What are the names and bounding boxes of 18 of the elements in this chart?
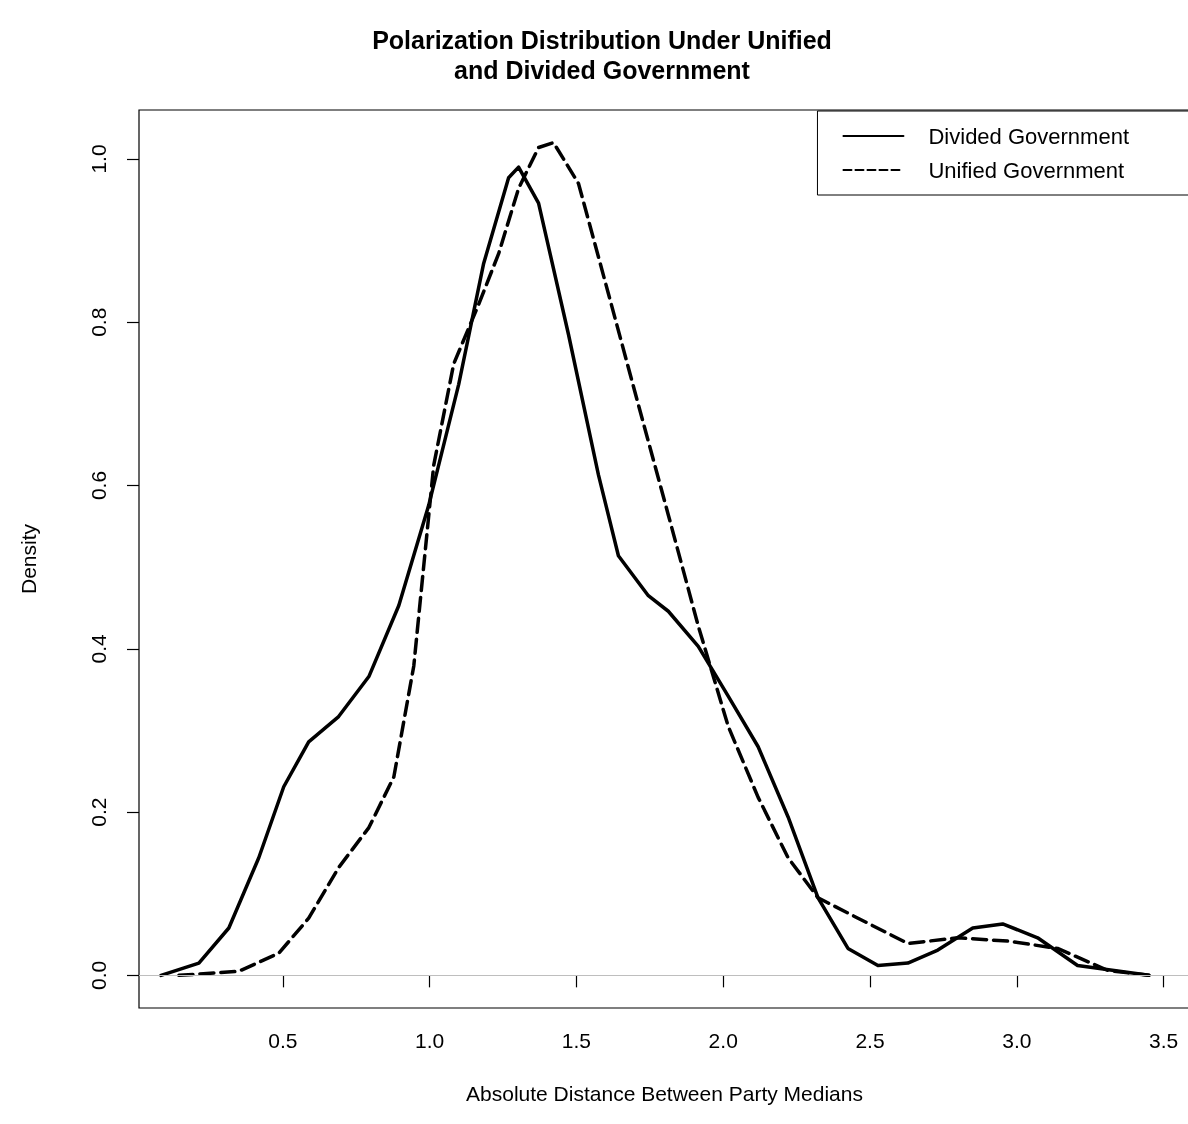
y-tick-label: 0.0	[87, 960, 110, 990]
x-tick-label: 1.5	[561, 1029, 592, 1052]
y-tick-label: 0.4	[87, 633, 110, 664]
y-axis-title: Density	[17, 523, 40, 595]
y-tick-label: 0.2	[87, 797, 110, 827]
x-axis-title: Absolute Distance Between Party Medians	[466, 1082, 863, 1105]
legend-label: Divided Government	[928, 123, 1130, 149]
y-tick-label: 0.8	[87, 307, 110, 337]
x-tick-label: 2.5	[855, 1029, 885, 1052]
x-tick-label: 1.0	[415, 1029, 445, 1052]
x-tick-label: 0.5	[268, 1029, 298, 1052]
x-tick-label: 2.0	[708, 1029, 738, 1052]
y-tick-label: 1.0	[87, 144, 110, 174]
chart-title: Polarization Distribution Under Unified and Divided Government	[372, 26, 832, 84]
y-tick-label: 0.6	[87, 470, 110, 501]
x-tick-label: 3.5	[1148, 1029, 1179, 1052]
x-tick-label: 3.0	[1002, 1029, 1032, 1052]
legend-label: Unified Government	[928, 157, 1125, 183]
